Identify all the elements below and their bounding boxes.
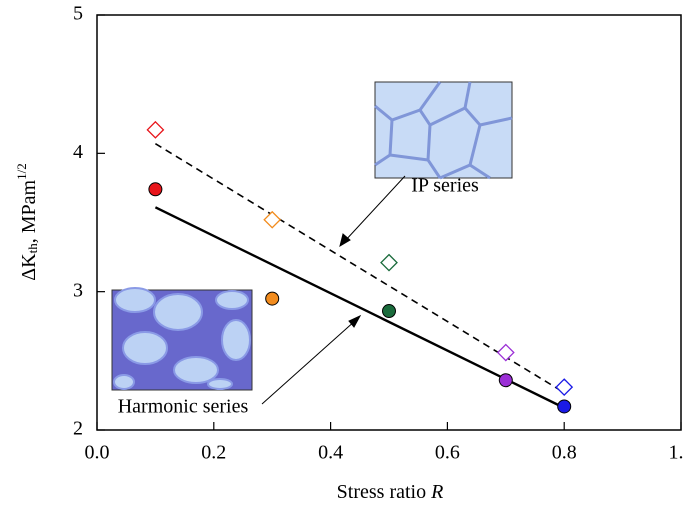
data-point — [499, 374, 512, 387]
harmonic-inset — [112, 288, 252, 390]
y-tick-label: 2 — [73, 418, 83, 440]
chart: ΔKth, MPam1/2 Stress ratio R 0.0 0.2 0.4 0.… — [0, 0, 684, 511]
data-point — [147, 122, 163, 138]
data-point — [556, 379, 572, 395]
x-tick-label: 0.0 — [85, 442, 110, 464]
data-point — [498, 345, 514, 361]
data-point — [149, 183, 162, 196]
y-label-sub: th — [25, 243, 40, 254]
x-tick-label: 0.4 — [318, 442, 343, 464]
x-tick-label: 0.6 — [435, 442, 460, 464]
y-tick-label: 5 — [73, 3, 83, 25]
x-label-text: Stress ratio — [337, 481, 431, 503]
y-label-main: ΔK — [18, 253, 40, 281]
data-point — [264, 212, 280, 228]
x-label-italic: R — [430, 481, 443, 503]
data-point — [266, 292, 279, 305]
x-tick-label: 1.0 — [669, 442, 684, 464]
ip-inset — [375, 82, 512, 178]
x-tick-label: 0.8 — [552, 442, 577, 464]
data-point — [383, 305, 396, 318]
data-point — [558, 400, 571, 413]
series-label: Harmonic series — [118, 396, 249, 418]
x-axis-label: Stress ratio R — [337, 481, 444, 503]
y-label-sup: 1/2 — [14, 163, 29, 180]
y-axis-label: ΔKth, MPam1/2 — [14, 163, 40, 280]
annotation-arrows — [262, 176, 405, 404]
y-label-unit: , MPam — [18, 179, 40, 243]
x-tick-label: 0.2 — [201, 442, 226, 464]
y-tick-label: 4 — [73, 141, 83, 163]
y-tick-label: 3 — [73, 279, 83, 301]
data-point — [381, 255, 397, 271]
series-label: IP series — [411, 175, 479, 197]
